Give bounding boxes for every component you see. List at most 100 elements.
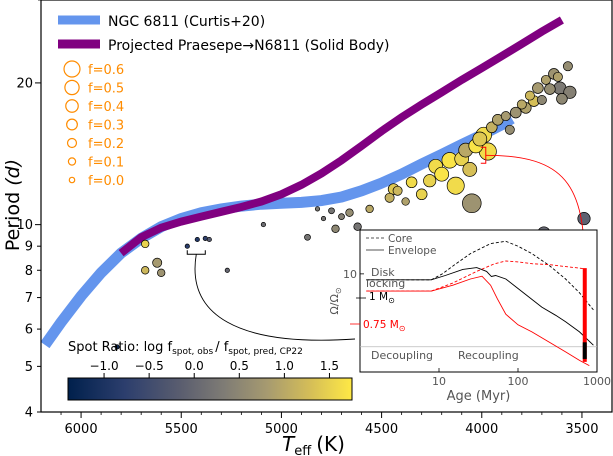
y-tick-label: 9 — [25, 240, 33, 255]
y-tick-label: 10 — [16, 218, 33, 233]
star-point — [562, 61, 573, 72]
star-point — [152, 257, 163, 268]
inset-line — [366, 267, 594, 346]
star-point — [516, 99, 527, 110]
star-point — [577, 212, 591, 226]
star-point — [224, 267, 230, 273]
colorbar-label: Spot Ratio: log fspot, obs / fspot, pred,… — [68, 340, 303, 357]
bracket-warm — [186, 250, 206, 255]
y-axis-label: Period (d) — [2, 159, 24, 251]
size-legend-label: f=0.2 — [88, 137, 124, 152]
star-point — [314, 206, 321, 212]
legend-label-ngc6811: NGC 6811 (Curtis+20) — [108, 14, 265, 30]
y-tick-label: 6 — [25, 323, 33, 338]
size-legend: f=0.6 f=0.5 f=0.4 f=0.3 f=0.2 f=0.1 f=0.0 — [63, 60, 124, 189]
size-legend-label: f=0.0 — [88, 174, 124, 189]
inset-annotation-text: 1 M — [369, 291, 388, 303]
star-point — [472, 131, 488, 147]
colorbar-tick-label: 1.5 — [320, 359, 339, 373]
x-tick-label: 3500 — [565, 422, 598, 437]
size-legend-label: f=0.5 — [88, 82, 124, 97]
inset-legend-label-envelope: Envelope — [388, 245, 436, 257]
connector-warm — [194, 254, 356, 341]
inset-background — [359, 229, 598, 373]
colorbar-gradient — [67, 377, 353, 401]
size-legend-label: f=0.6 — [88, 63, 124, 78]
inset-legend-label-core: Core — [388, 233, 412, 245]
y-tick-label: 8 — [25, 264, 33, 279]
inset-annotation-text: Decoupling — [371, 349, 433, 362]
star-point — [206, 236, 212, 243]
inset-line — [366, 240, 594, 311]
star-point — [504, 124, 515, 135]
size-legend-marker — [63, 60, 81, 78]
colorbar-tick-label: 1.0 — [275, 359, 294, 373]
star-point — [141, 239, 150, 249]
star-point — [405, 176, 418, 189]
inset-x-tick-label: 1000 — [583, 375, 611, 388]
star-point — [486, 121, 498, 134]
inset-x-label: Age (Myr) — [447, 389, 511, 404]
inset-annotation-text: locking — [366, 277, 405, 290]
size-legend-marker — [64, 79, 80, 96]
inset-series-group — [360, 240, 597, 366]
legend-label-praesepe: Projected Praesepe→N6811 (Solid Body) — [108, 38, 390, 54]
inset-x-tick-label: 100 — [508, 375, 529, 388]
star-point — [320, 216, 327, 222]
star-point — [260, 222, 266, 228]
y-tick-label: 4 — [25, 406, 33, 421]
star-point — [552, 71, 563, 82]
inset-y-label-sub: ⊙ — [334, 287, 343, 294]
x-tick-label: 5500 — [165, 422, 198, 437]
star-point — [194, 236, 200, 243]
size-legend-marker — [66, 137, 78, 149]
size-legend-marker — [66, 118, 78, 131]
star-point — [184, 243, 190, 249]
star-point — [328, 207, 335, 215]
inset-annotation: Disk — [371, 266, 395, 279]
inset-annotation: 0.75 M⊙ — [363, 319, 405, 333]
inset-annotation: Recoupling — [458, 349, 519, 362]
size-legend-label: f=0.1 — [88, 156, 124, 171]
star-point — [401, 197, 410, 206]
inset-annotation-text: Recoupling — [458, 349, 519, 362]
star-point — [331, 224, 340, 233]
star-point — [338, 213, 345, 220]
x-tick-label: 4500 — [365, 422, 398, 437]
colorbar: Spot Ratio: log fspot, obs / fspot, pred,… — [67, 340, 353, 401]
inset-annotation-text: 0.75 M — [363, 319, 399, 331]
star-point — [524, 90, 535, 101]
star-point — [434, 166, 450, 182]
star-point — [415, 188, 428, 201]
star-point — [114, 344, 120, 350]
colorbar-tick-label: 0.0 — [185, 359, 204, 373]
size-legend-marker — [65, 99, 79, 113]
x-axis-label: Teff (K) — [282, 432, 345, 456]
series-line-1 — [118, 16, 564, 257]
inset-annotation: locking — [366, 277, 405, 290]
star-point — [500, 111, 511, 122]
colorbar-tick-label: −1.0 — [89, 359, 118, 373]
inset-y-tick-label: 10 — [343, 268, 357, 281]
star-point — [392, 185, 403, 196]
colorbar-tick-label: 0.5 — [230, 359, 249, 373]
inset-annotation: 1 M⊙ — [369, 291, 395, 305]
main-plot — [41, 16, 591, 350]
star-point — [544, 83, 556, 95]
x-tick-label: 5000 — [265, 422, 298, 437]
star-point — [540, 74, 551, 85]
star-point — [345, 208, 354, 217]
star-point — [141, 266, 150, 275]
y-tick-label: 7 — [25, 291, 33, 306]
inset-annotation-sub: ⊙ — [399, 324, 406, 333]
y-tick-label: 20 — [16, 76, 33, 91]
inset-line — [366, 275, 590, 366]
star-point — [510, 106, 522, 119]
inset-annotation: Decoupling — [371, 349, 433, 362]
star-point — [556, 93, 568, 105]
inset-y-label: Ω/Ω⊙ — [328, 287, 343, 314]
legend: NGC 6811 (Curtis+20) Projected Praesepe→… — [58, 14, 390, 54]
inset-annotation-sub: ⊙ — [388, 296, 395, 305]
x-tick-label: 4000 — [465, 422, 498, 437]
